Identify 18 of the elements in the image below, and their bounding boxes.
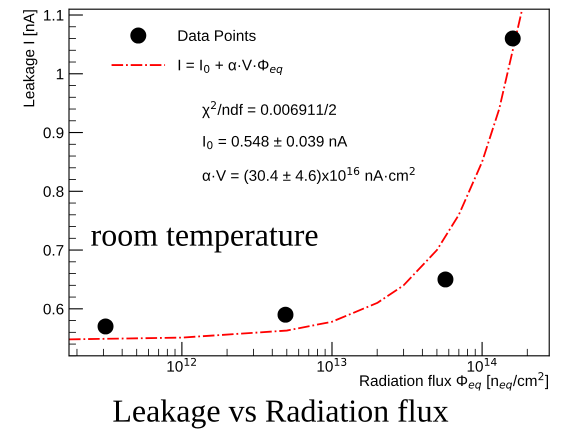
y-tick-label: 1.1 (44, 10, 64, 21)
x-axis-title: Radiation flux Φ$_{eq}$ [n$_{eq}$/cm$^{2}$] (360, 372, 548, 391)
legend-label: Data Points (178, 30, 256, 42)
annotation: α·V = (30.4 ± 4.6)x10$^{16}$ nA·cm$^{2}$ (202, 166, 415, 184)
annotation: I$_{0}$ = 0.548 ± 0.039 nA (203, 136, 348, 150)
x-tick-label: 10$^{14}$ (468, 358, 497, 372)
annotation: room temperature (91, 228, 318, 252)
annotation: χ$^{2}$/ndf = 0.006911/2 (202, 101, 336, 118)
y-tick-label: 0.9 (44, 127, 64, 138)
text: Leakage vs Radiation flux (113, 399, 448, 428)
x-tick-label: 10$^{12}$ (167, 358, 196, 372)
x-tick-label: 10$^{13}$ (318, 358, 346, 372)
y-tick-label: 1 (56, 68, 64, 80)
y-tick-label: 0.8 (44, 186, 64, 197)
y-tick-label: 0.7 (44, 244, 64, 256)
y-tick-label: 0.6 (44, 304, 64, 315)
legend-label: I = I$_{0}$ + α·V·Φ$_{eq}$ (178, 60, 282, 76)
y-axis-title: Leakage I [nA] (23, 10, 38, 106)
